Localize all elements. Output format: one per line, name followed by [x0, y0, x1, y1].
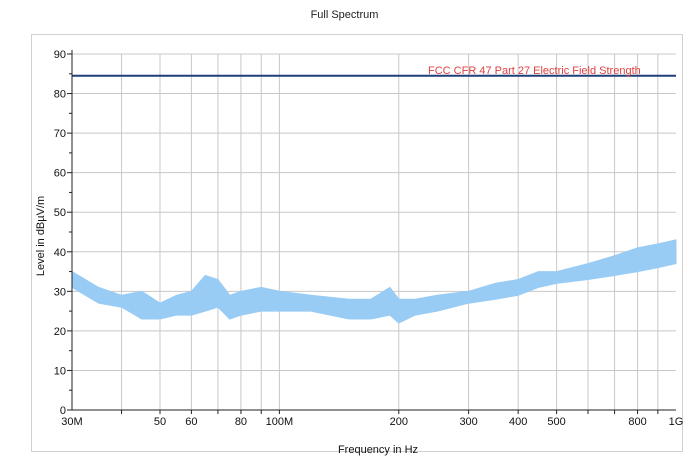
x-tick-label: 400 — [509, 416, 527, 428]
y-tick-label: 90 — [54, 49, 66, 61]
y-tick-label: 80 — [54, 89, 66, 101]
chart-title: Full Spectrum — [310, 9, 379, 21]
y-tick-label: 70 — [54, 128, 66, 140]
spectrum-trace — [71, 239, 677, 324]
y-tick-label: 10 — [54, 365, 66, 377]
y-tick-label: 40 — [54, 247, 66, 259]
chart-frame — [31, 34, 683, 452]
x-tick-label: 200 — [390, 416, 408, 428]
x-tick-label: 500 — [547, 416, 565, 428]
axis-layer: 0 10 20 30 40 50 60 70 80 90 30M 50 60 80 100M 200 300 40… — [54, 49, 684, 428]
x-tick-label: 60 — [185, 416, 197, 428]
x-axis-title: Frequency in Hz — [338, 444, 418, 456]
x-tick-label: 1G — [669, 416, 684, 428]
x-tick-label: 300 — [459, 416, 477, 428]
data-layer — [71, 239, 677, 324]
y-axis-title: Level in dBµV/m — [35, 196, 47, 276]
grid-layer — [72, 53, 676, 411]
x-tick-label: 30M — [61, 416, 82, 428]
x-tick-label: 100M — [266, 416, 294, 428]
x-tick-label: 800 — [628, 416, 646, 428]
limit-line-label: FCC CFR 47 Part 27 Electric Field Streng… — [428, 65, 641, 77]
x-tick-label: 50 — [154, 416, 166, 428]
y-tick-label: 50 — [54, 207, 66, 219]
x-tick-label: 80 — [235, 416, 247, 428]
y-tick-label: 20 — [54, 326, 66, 338]
y-tick-label: 0 — [60, 405, 66, 417]
y-tick-label: 60 — [54, 168, 66, 180]
spectrum-trace-noise — [71, 243, 677, 320]
y-tick-label: 30 — [54, 286, 66, 298]
